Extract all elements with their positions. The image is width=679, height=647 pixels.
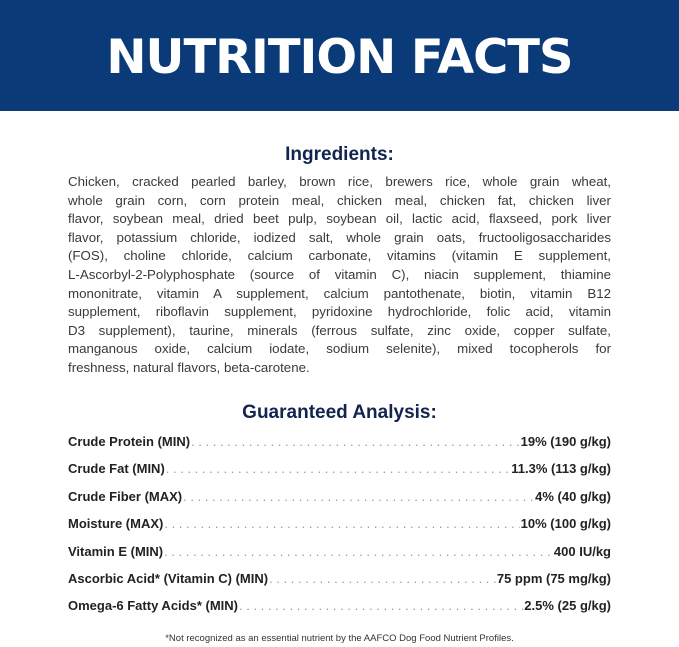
ingredients-line: Chicken, cracked pearled barley, brown r… — [68, 174, 611, 189]
nutrient-label: Crude Fiber (MAX) — [68, 488, 183, 504]
ingredients-line: L-Ascorbyl-2-Polyphosphate (source of vi… — [68, 266, 611, 282]
dot-leader — [269, 571, 496, 586]
nutrient-label: Crude Protein (MIN) — [68, 434, 191, 449]
nutrient-value: 10% (100 g/kg) — [520, 516, 611, 532]
ingredients-line: whole grain corn, corn protein meal, chi… — [68, 192, 611, 208]
ingredients-line: D3 supplement), taurine, minerals (ferro… — [68, 322, 611, 338]
ingredients-line: manganous oxide, calcium iodate, sodium … — [68, 341, 611, 357]
nutrient-value: 4% (40 g/kg) — [535, 488, 611, 504]
analysis-row: Crude Fiber (MAX) 4% (40 g/kg) — [68, 489, 611, 516]
ingredients-line: supplement, riboflavin supplement, pyrid… — [68, 304, 611, 320]
analysis-row: Ascorbic Acid* (Vitamin C) (MIN) 75 ppm (… — [68, 571, 611, 598]
nutrient-label: Vitamin E (MIN) — [68, 543, 164, 559]
analysis-row: Crude Fat (MIN) 11.3% (113 g/kg) — [68, 461, 611, 488]
nutrient-label: Ascorbic Acid* (Vitamin C) (MIN) — [68, 570, 269, 586]
nutrient-value: 400 IU/kg — [553, 543, 611, 559]
nutrient-value: 2.5% (25 g/kg) — [524, 598, 611, 614]
guaranteed-analysis-table: Crude Protein (MIN) 19% (190 g/kg) Crude F… — [68, 434, 611, 626]
nutrient-label: Omega-6 Fatty Acids* (MIN) — [68, 598, 238, 614]
analysis-row: Omega-6 Fatty Acids* (MIN) 2.5% (25 g/kg) — [68, 598, 611, 625]
ingredients-line: freshness, natural flavors, beta-caroten… — [68, 359, 310, 375]
analysis-row: Vitamin E (MIN) 400 IU/kg — [68, 544, 611, 571]
dot-leader — [166, 461, 510, 476]
dot-leader — [183, 489, 534, 504]
nutrient-value: 11.3% (113 g/kg) — [511, 461, 611, 477]
analysis-row: Moisture (MAX) 10% (100 g/kg) — [68, 516, 611, 543]
ingredients-line: mononitrate, vitamin A supplement, calci… — [68, 285, 611, 301]
ingredients-list: Chicken, cracked pearled barley, brown r… — [68, 173, 611, 378]
nutrient-label: Crude Fat (MIN) — [68, 461, 165, 477]
analysis-row: Crude Protein (MIN) 19% (190 g/kg) — [68, 434, 611, 461]
title-banner: NUTRITION FACTS — [0, 0, 679, 111]
dot-leader — [239, 598, 523, 613]
footnote: *Not recognized as an essential nutrient… — [165, 633, 514, 644]
ingredients-line: (FOS), choline chloride, calcium carbona… — [68, 248, 611, 264]
guaranteed-analysis-heading: Guaranteed Analysis: — [242, 402, 437, 423]
dot-leader — [164, 544, 553, 559]
nutrient-label: Moisture (MAX) — [68, 516, 164, 532]
ingredients-line: flavor, soybean meal, dried beet pulp, s… — [68, 211, 611, 227]
nutrient-value: 19% (190 g/kg) — [520, 434, 611, 449]
nutrient-value: 75 ppm (75 mg/kg) — [496, 570, 611, 586]
page-title: NUTRITION FACTS — [106, 30, 573, 85]
dot-leader — [164, 516, 519, 531]
dot-leader — [191, 434, 520, 449]
ingredients-heading: Ingredients: — [285, 144, 394, 165]
ingredients-line: flavor, potassium chloride, iodized salt… — [68, 229, 611, 245]
